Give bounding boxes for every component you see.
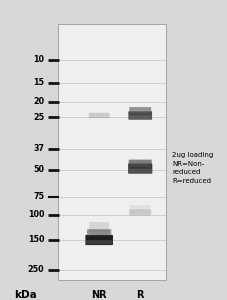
FancyBboxPatch shape	[128, 160, 151, 167]
Text: 100: 100	[28, 210, 44, 219]
FancyBboxPatch shape	[87, 232, 110, 235]
FancyBboxPatch shape	[85, 235, 113, 245]
FancyBboxPatch shape	[128, 116, 151, 119]
FancyBboxPatch shape	[129, 212, 150, 215]
Text: 10: 10	[33, 56, 44, 64]
Bar	[58, 24, 166, 280]
FancyBboxPatch shape	[128, 164, 152, 174]
Text: 25: 25	[33, 112, 44, 122]
FancyBboxPatch shape	[129, 107, 151, 114]
Text: 37: 37	[33, 144, 44, 153]
FancyBboxPatch shape	[128, 111, 151, 120]
FancyBboxPatch shape	[85, 240, 112, 244]
FancyBboxPatch shape	[129, 110, 150, 113]
Text: 15: 15	[33, 78, 44, 87]
FancyBboxPatch shape	[128, 169, 151, 173]
FancyBboxPatch shape	[129, 209, 151, 215]
Text: 2ug loading
NR=Non-
reduced
R=reduced: 2ug loading NR=Non- reduced R=reduced	[171, 152, 212, 184]
Text: 250: 250	[28, 266, 44, 274]
FancyBboxPatch shape	[128, 164, 151, 167]
Text: kDa: kDa	[14, 290, 36, 299]
Text: NR: NR	[91, 290, 106, 300]
FancyBboxPatch shape	[89, 113, 109, 118]
Text: 20: 20	[33, 98, 44, 106]
FancyBboxPatch shape	[87, 229, 111, 236]
Text: 75: 75	[33, 192, 44, 201]
Text: 150: 150	[28, 236, 44, 244]
FancyBboxPatch shape	[130, 205, 150, 210]
Text: R: R	[136, 290, 143, 300]
Text: 50: 50	[33, 165, 44, 174]
Bar	[89, 222, 109, 236]
